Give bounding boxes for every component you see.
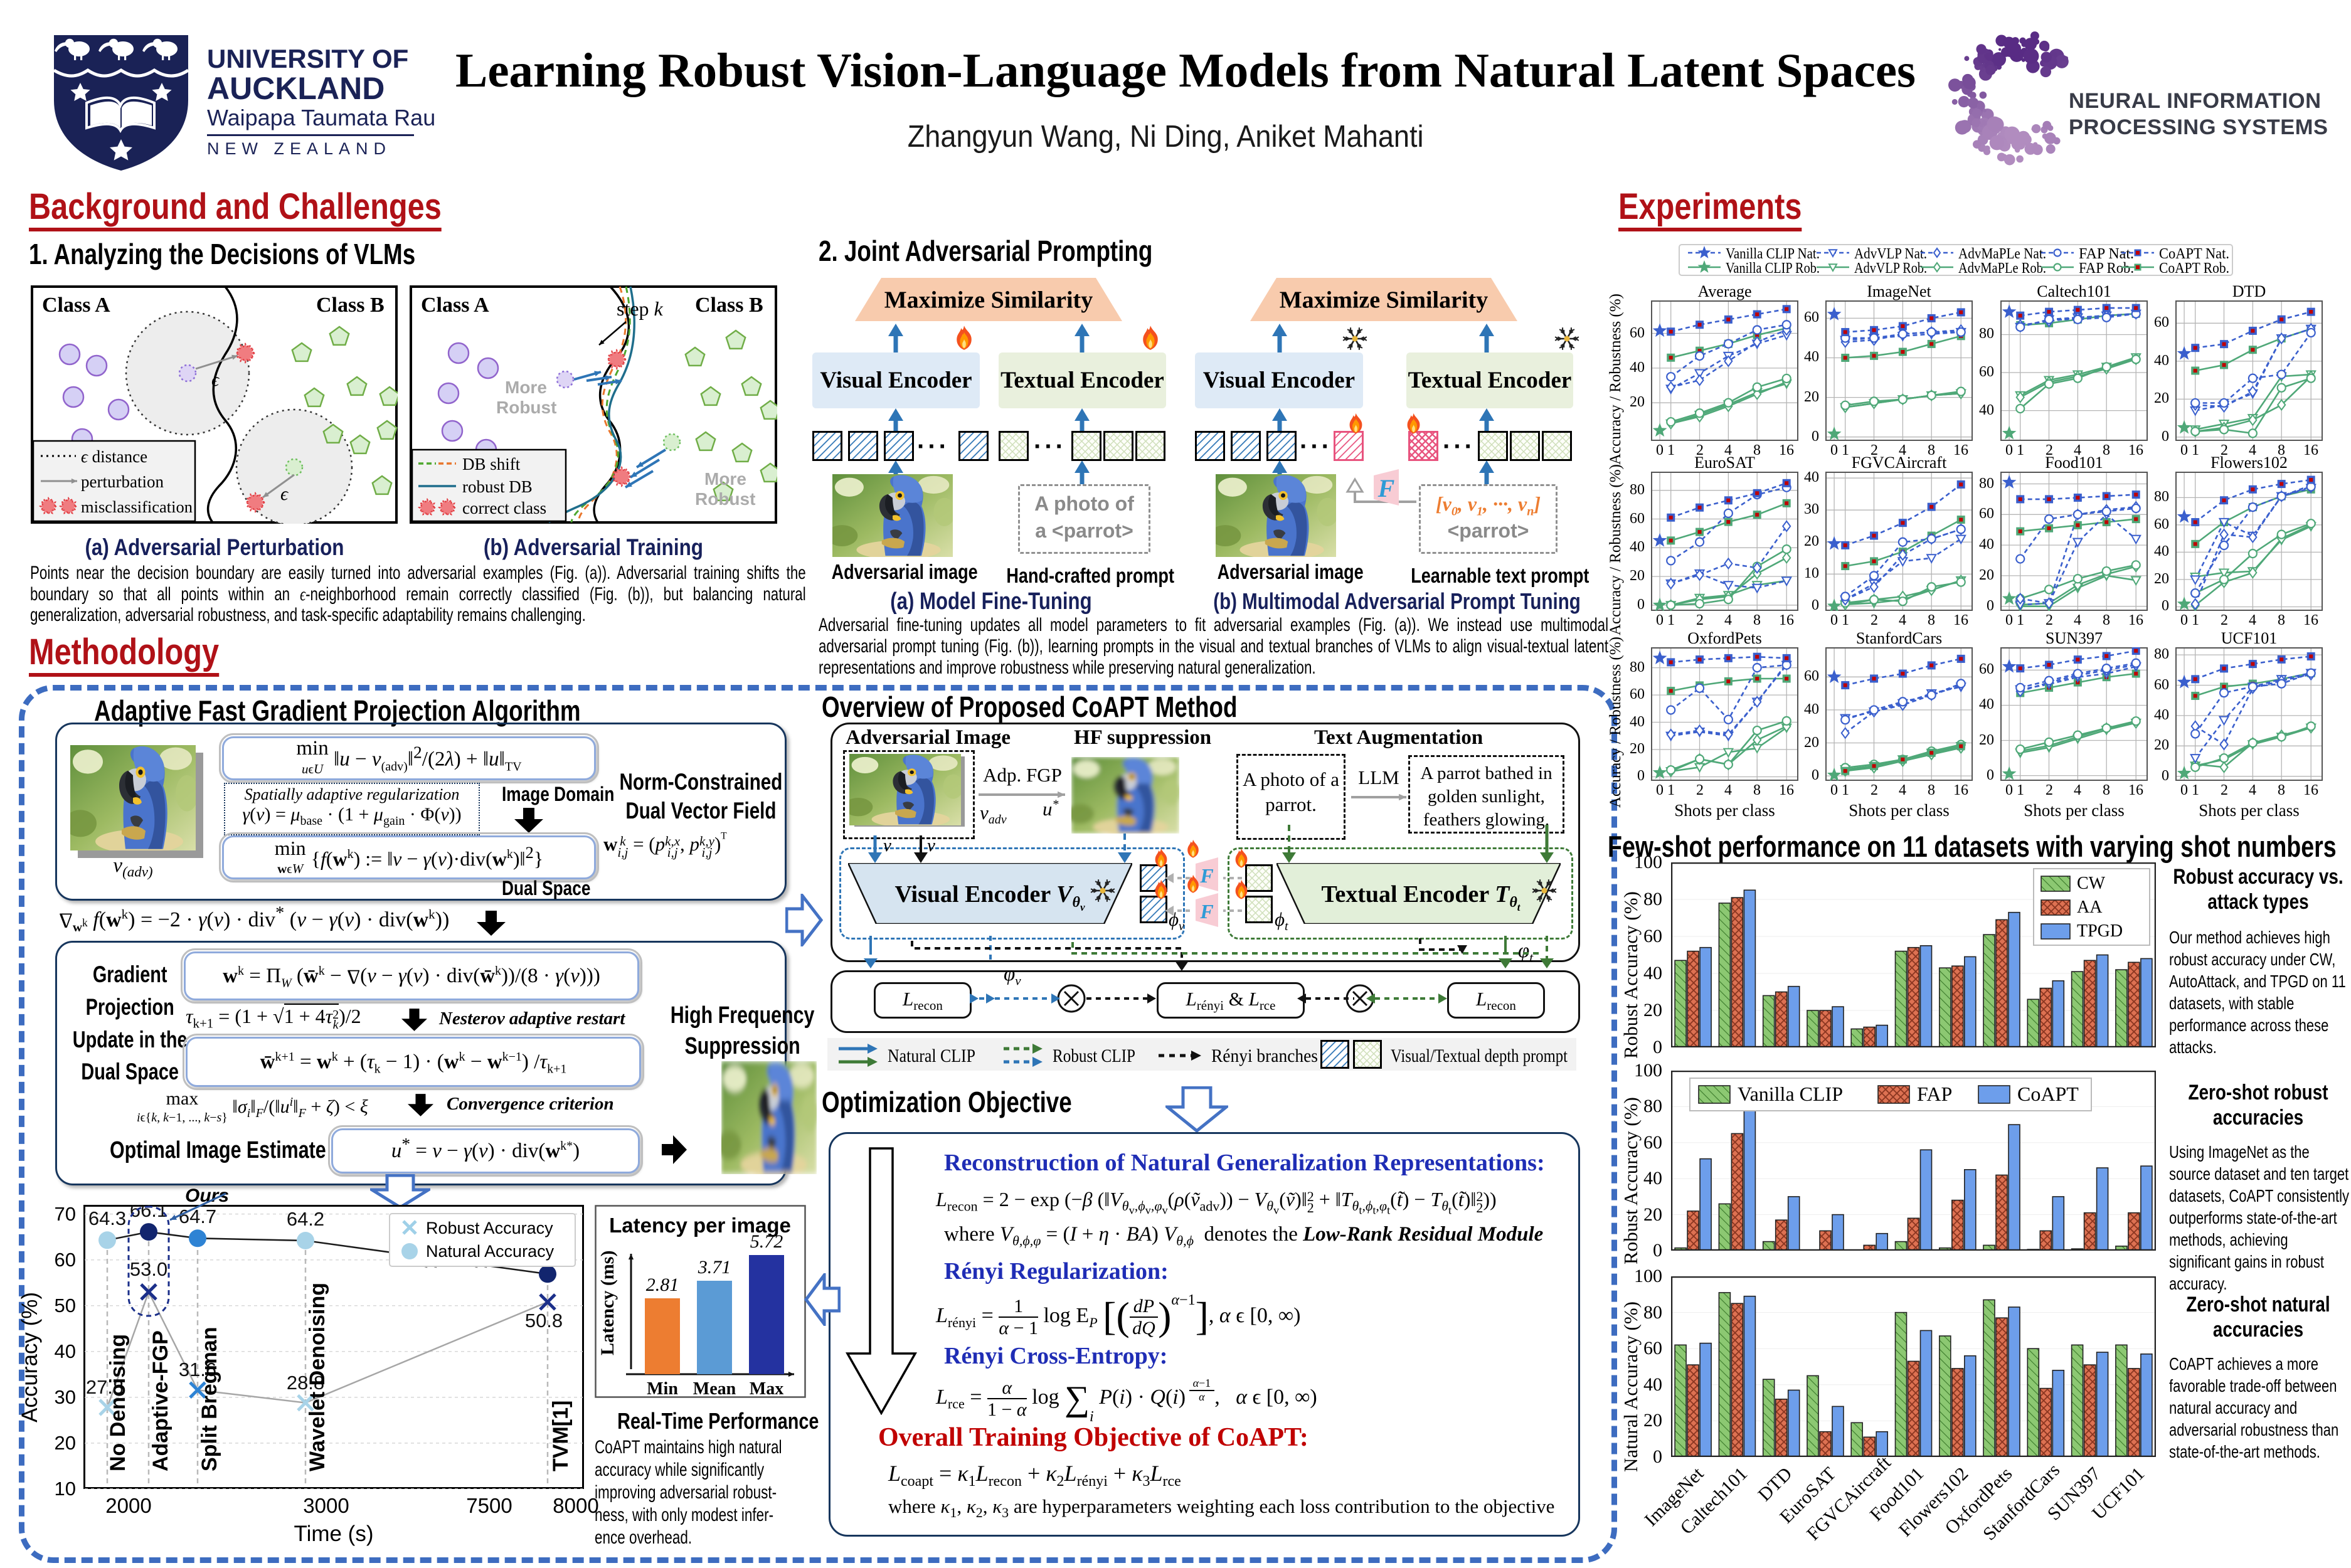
svg-text:Latency per image: Latency per image xyxy=(609,1214,791,1237)
svg-text:5.72: 5.72 xyxy=(750,1231,783,1252)
svg-text:Min: Min xyxy=(647,1379,678,1398)
svg-text:Vanilla CLIP: Vanilla CLIP xyxy=(1738,1083,1843,1105)
svg-text:64.2: 64.2 xyxy=(287,1208,324,1230)
svg-text:53.0: 53.0 xyxy=(130,1258,167,1280)
svg-text:TVM[1]: TVM[1] xyxy=(549,1401,573,1471)
svg-text:3.71: 3.71 xyxy=(698,1257,731,1278)
svg-text:misclassification: misclassification xyxy=(81,498,193,516)
svg-text:AdvVLP Nat.: AdvVLP Nat. xyxy=(1854,246,1927,262)
svg-text:More: More xyxy=(704,469,746,489)
svg-text:Class A: Class A xyxy=(421,294,489,317)
svg-text:50.8: 50.8 xyxy=(525,1310,563,1332)
svg-text:AdvMaPLe Rob.: AdvMaPLe Rob. xyxy=(1958,260,2046,277)
svg-text:perturbation: perturbation xyxy=(81,472,164,491)
svg-text:Robust CLIP: Robust CLIP xyxy=(1053,1046,1135,1066)
svg-text:AdvMaPLe Nat.: AdvMaPLe Nat. xyxy=(1958,246,2046,262)
svg-text:TPGD: TPGD xyxy=(2077,921,2123,941)
svg-text:31.6: 31.6 xyxy=(179,1359,216,1380)
svg-text:FAP Rob.: FAP Rob. xyxy=(2079,260,2134,277)
svg-text:Natural CLIP: Natural CLIP xyxy=(888,1046,975,1066)
svg-text:Mean: Mean xyxy=(693,1379,736,1398)
svg-text:CoAPT Nat.: CoAPT Nat. xyxy=(2159,246,2229,262)
svg-text:Class B: Class B xyxy=(695,294,763,317)
svg-text:ϵ: ϵ xyxy=(280,484,289,504)
svg-text:Vanilla CLIP Nat.: Vanilla CLIP Nat. xyxy=(1726,246,1820,262)
svg-text:Max: Max xyxy=(750,1379,783,1398)
svg-text:Robust: Robust xyxy=(496,398,556,417)
svg-text:Visual/Textual depth prompt: Visual/Textual depth prompt xyxy=(1391,1046,1568,1066)
svg-text:No Denoising: No Denoising xyxy=(106,1334,130,1471)
svg-text:FAP Nat.: FAP Nat. xyxy=(2079,246,2134,262)
svg-text:CoAPT Rob.: CoAPT Rob. xyxy=(2159,260,2229,277)
svg-text:DB shift: DB shift xyxy=(462,455,521,474)
svg-text:ϵ: ϵ xyxy=(211,369,220,390)
svg-text:step k: step k xyxy=(617,297,664,320)
svg-text:Adaptive-FGP: Adaptive-FGP xyxy=(149,1330,172,1471)
svg-text:CW: CW xyxy=(2077,874,2106,893)
svg-text:Latency (ms): Latency (ms) xyxy=(597,1251,618,1355)
svg-text:Robust Accuracy: Robust Accuracy xyxy=(426,1219,553,1237)
svg-text:27.8: 27.8 xyxy=(86,1376,124,1398)
svg-text:AdvVLP Rob.: AdvVLP Rob. xyxy=(1854,260,1927,277)
svg-text:F: F xyxy=(1199,864,1213,887)
svg-text:robust DB: robust DB xyxy=(462,477,533,496)
svg-text:Class B: Class B xyxy=(316,294,385,317)
svg-text:28.8: 28.8 xyxy=(287,1372,324,1394)
svg-text:F: F xyxy=(1377,474,1395,502)
svg-text:64.3: 64.3 xyxy=(88,1207,126,1229)
svg-text:Rényi branches: Rényi branches xyxy=(1211,1046,1318,1066)
svg-text:Class A: Class A xyxy=(42,294,110,317)
svg-text:Robust: Robust xyxy=(695,489,755,509)
svg-text:AA: AA xyxy=(2077,898,2103,917)
svg-text:Wavelet Denoising: Wavelet Denoising xyxy=(305,1283,329,1471)
svg-text:CoAPT: CoAPT xyxy=(2017,1083,2079,1105)
svg-text:More: More xyxy=(505,378,547,397)
svg-text:Maximize Similarity: Maximize Similarity xyxy=(884,287,1093,314)
svg-text:Natural Accuracy: Natural Accuracy xyxy=(426,1242,555,1261)
svg-text:Maximize Similarity: Maximize Similarity xyxy=(1280,287,1488,314)
svg-text:correct class: correct class xyxy=(462,499,546,517)
svg-text:ϵ distance: ϵ distance xyxy=(81,447,147,466)
svg-text:Split Bregman: Split Bregman xyxy=(198,1327,221,1471)
svg-text:2.81: 2.81 xyxy=(646,1274,679,1295)
svg-text:64.7: 64.7 xyxy=(179,1205,216,1227)
svg-text:FAP: FAP xyxy=(1917,1083,1952,1105)
svg-text:Vanilla CLIP Rob.: Vanilla CLIP Rob. xyxy=(1726,260,1820,277)
svg-text:F: F xyxy=(1199,900,1213,923)
